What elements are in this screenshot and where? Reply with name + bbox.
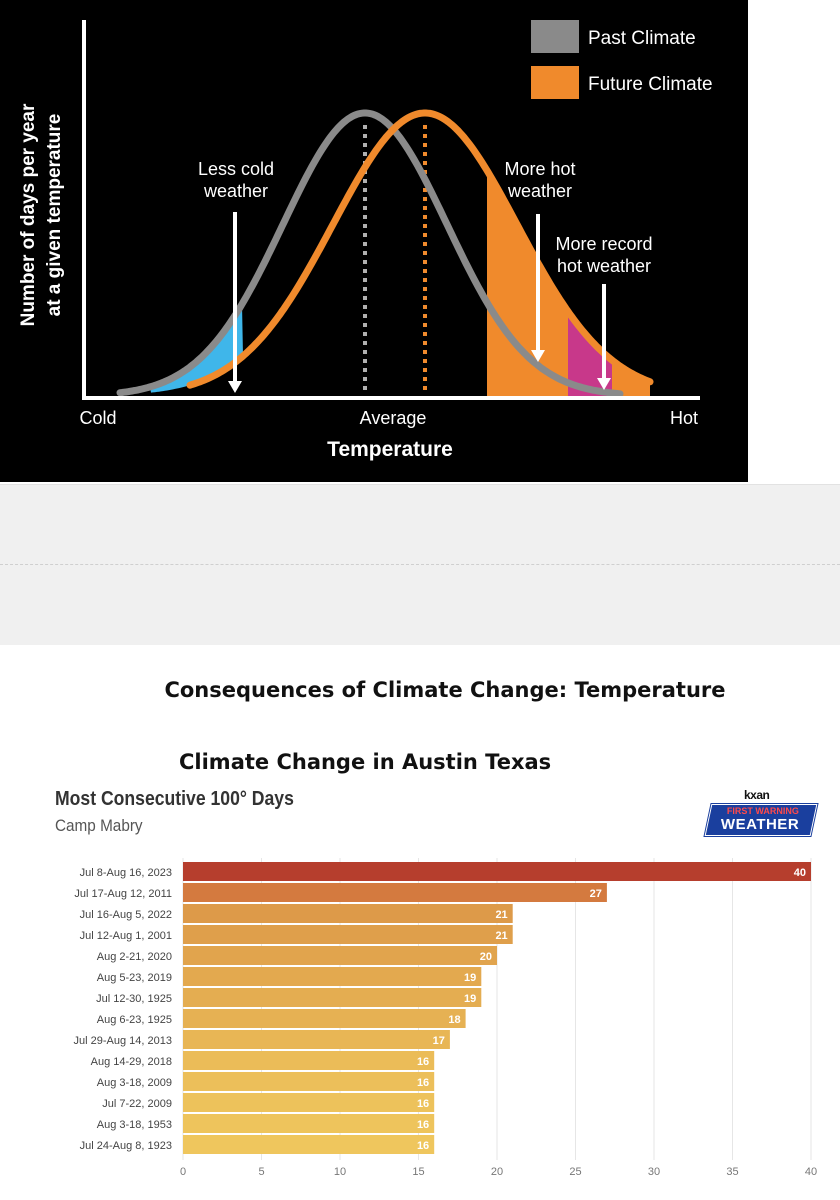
record-hot-region [568, 311, 612, 396]
more-hot-arrow-head [531, 350, 545, 362]
legend-swatch-1 [531, 66, 579, 99]
category-label-3: Jul 12-Aug 1, 2001 [80, 930, 172, 942]
bar-value-5: 19 [464, 972, 476, 984]
x-tick-30: 30 [648, 1166, 660, 1178]
category-label-13: Jul 24-Aug 8, 1923 [80, 1140, 172, 1152]
consecutive-days-bar-chart: 0 5 10 15 20 25 30 35 40 40 Jul 8-Aug 16, 2023 27 Ju… [74, 858, 817, 1178]
bar-value-10: 16 [417, 1077, 429, 1089]
category-label-5: Aug 5-23, 2019 [97, 972, 172, 984]
future-climate-curve [186, 109, 654, 389]
consequences-heading: Consequences of Climate Change: Temperat… [164, 678, 726, 702]
x-tick-average: Average [360, 408, 427, 428]
x-tick-hot: Hot [670, 408, 698, 428]
category-label-0: Jul 8-Aug 16, 2023 [80, 867, 172, 879]
annotation-2-line-0: More record [555, 234, 652, 254]
x-tick-40: 40 [805, 1166, 817, 1178]
category-label-7: Aug 6-23, 1925 [97, 1014, 172, 1026]
y-axis-title-group: Number of days per year at a given temper… [18, 103, 65, 326]
bar-value-4: 20 [480, 951, 492, 963]
bar-value-3: 21 [495, 930, 507, 942]
legend-swatch-0 [531, 20, 579, 53]
bar-10 [183, 1072, 435, 1091]
bar-value-9: 16 [417, 1056, 429, 1068]
category-label-4: Aug 2-21, 2020 [97, 951, 172, 963]
past-climate-curve [116, 109, 624, 398]
bar-value-11: 16 [417, 1098, 429, 1110]
bar-value-13: 16 [417, 1140, 429, 1152]
bar-13 [183, 1135, 435, 1154]
logo-brand-text: kxan [744, 788, 770, 802]
bar-12 [183, 1114, 435, 1133]
y-axis-title-line-0: Number of days per year [18, 103, 39, 326]
climate-distribution-chart: Less cold weather More hot weather More reco… [0, 0, 748, 482]
y-axis-title-line-1: at a given temperature [44, 114, 65, 317]
category-label-12: Aug 3-18, 1953 [97, 1119, 172, 1131]
legend-label-1: Future Climate [588, 74, 713, 95]
annotation-2-line-1: hot weather [557, 256, 651, 276]
x-tick-5: 5 [258, 1166, 264, 1178]
category-label-8: Jul 29-Aug 14, 2013 [74, 1035, 172, 1047]
logo-line-2: WEATHER [720, 816, 800, 833]
x-axis-title: Temperature [327, 438, 453, 461]
bar-value-1: 27 [590, 888, 602, 900]
bar-value-2: 21 [495, 909, 507, 921]
category-label-10: Aug 3-18, 2009 [97, 1077, 172, 1089]
bar-5 [183, 967, 482, 986]
bar-1 [183, 883, 607, 902]
bar-6 [183, 988, 482, 1007]
x-tick-0: 0 [180, 1166, 186, 1178]
category-label-6: Jul 12-30, 1925 [96, 993, 172, 1005]
logo-badge: FIRST WARNING WEATHER [704, 804, 818, 836]
x-tick-25: 25 [569, 1166, 581, 1178]
location-heading: Climate Change in Austin Texas [179, 750, 552, 774]
bar-value-12: 16 [417, 1119, 429, 1131]
x-tick-cold: Cold [79, 408, 116, 428]
x-tick-10: 10 [334, 1166, 346, 1178]
record-hot-arrow-head [597, 378, 611, 390]
x-tick-20: 20 [491, 1166, 503, 1178]
bar-value-0: 40 [794, 867, 806, 879]
category-label-2: Jul 16-Aug 5, 2022 [80, 909, 172, 921]
more-hot-region [487, 170, 568, 396]
bar-0 [183, 862, 811, 881]
bar-value-6: 19 [464, 993, 476, 1005]
less-cold-arrow-head [228, 381, 242, 393]
bar-chart-subtitle: Camp Mabry [55, 816, 143, 835]
annotation-1-line-1: weather [507, 181, 572, 201]
dashed-divider [0, 564, 840, 565]
bar-3 [183, 925, 513, 944]
bar-chart-title: Most Consecutive 100° Days [55, 788, 294, 810]
annotation-0-line-0: Less cold [198, 159, 274, 179]
bar-4 [183, 946, 497, 965]
divider-panel [0, 484, 840, 645]
legend-label-0: Past Climate [588, 28, 696, 49]
annotation-0-line-1: weather [203, 181, 268, 201]
bar-2 [183, 904, 513, 923]
x-tick-35: 35 [726, 1166, 738, 1178]
station-logo: kxan FIRST WARNING WEATHER [704, 788, 818, 838]
category-label-11: Jul 7-22, 2009 [102, 1098, 172, 1110]
category-label-9: Aug 14-29, 2018 [91, 1056, 172, 1068]
bar-9 [183, 1051, 435, 1070]
category-label-1: Jul 17-Aug 12, 2011 [74, 888, 172, 900]
bar-7 [183, 1009, 466, 1028]
bar-value-8: 17 [433, 1035, 445, 1047]
bar-11 [183, 1093, 435, 1112]
logo-line-1: FIRST WARNING [726, 806, 799, 816]
bar-8 [183, 1030, 450, 1049]
bar-value-7: 18 [448, 1014, 460, 1026]
annotation-1-line-0: More hot [504, 159, 575, 179]
x-tick-15: 15 [412, 1166, 424, 1178]
